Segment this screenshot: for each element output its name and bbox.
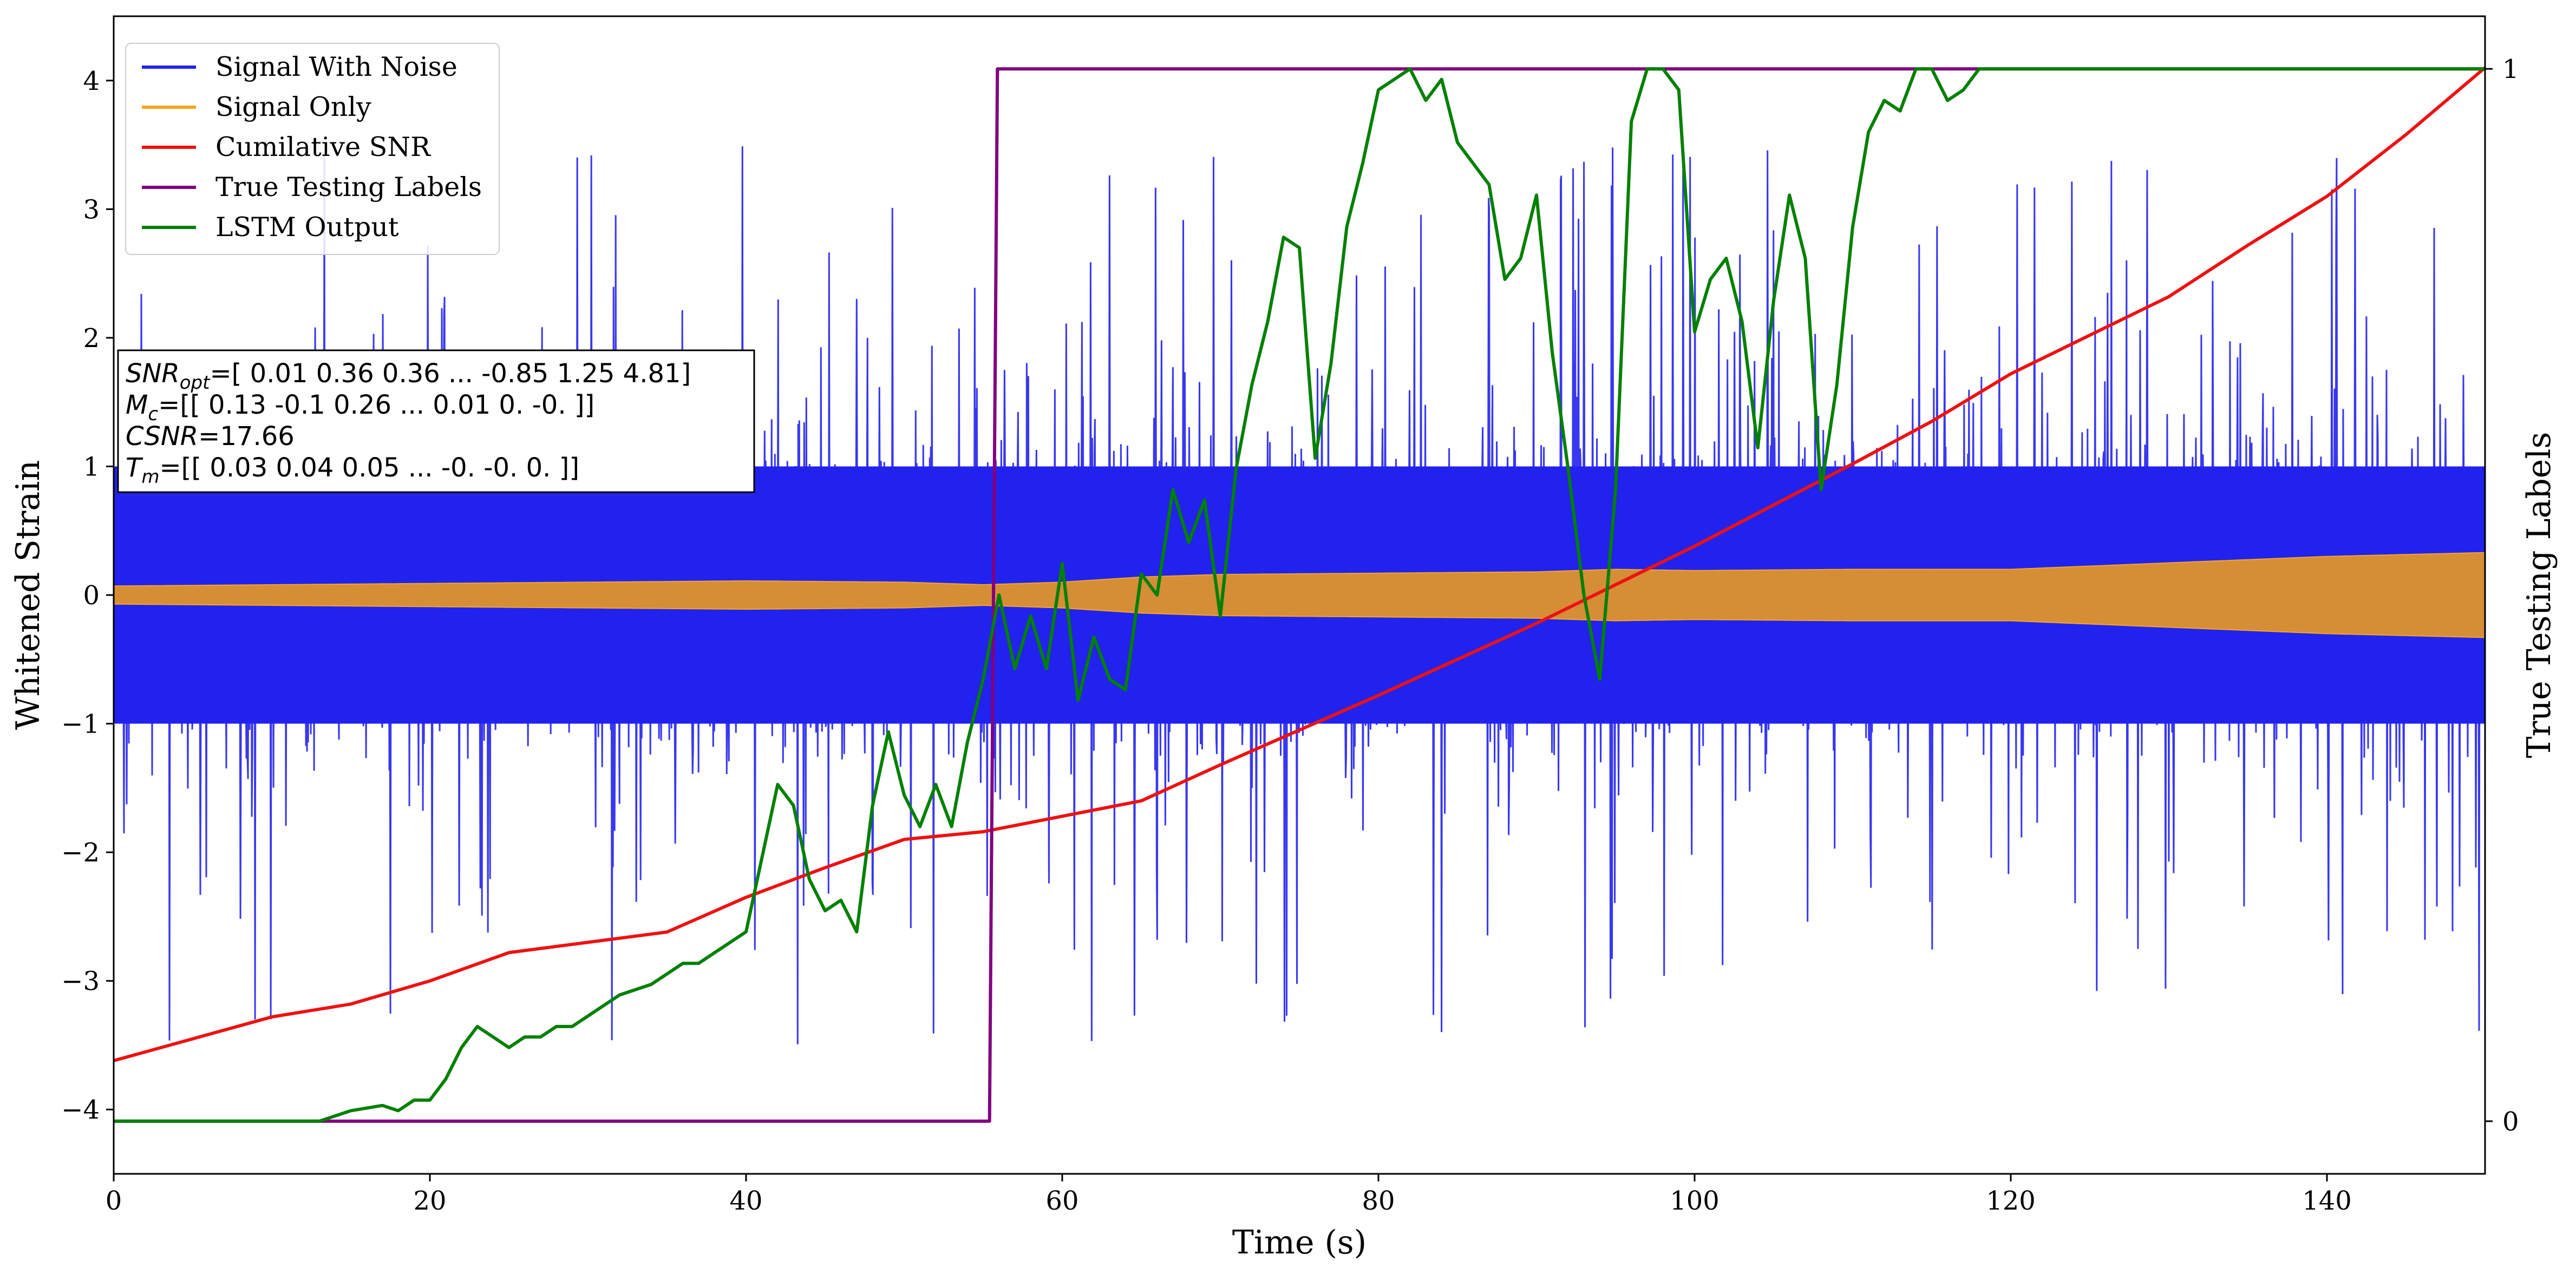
annotation-line: Mc=[[ 0.13 -0.1 0.26 ... 0.01 0. -0. ]] — [126, 390, 594, 425]
legend-item-cumilative-snr: Cumilative SNR — [142, 132, 431, 162]
x-tick-label: 60 — [1045, 1186, 1078, 1216]
legend-box — [125, 43, 500, 255]
y-tick-label: −1 — [61, 709, 100, 740]
annotation-line: CSNR=17.66 — [126, 421, 295, 452]
legend-item-signal-with-noise: Signal With Noise — [142, 51, 457, 82]
annotation-line: SNRopt=[ 0.01 0.36 0.36 ... -0.85 1.25 4… — [126, 358, 691, 394]
x-axis: 0 20 40 60 80 100 120 140 — [106, 1174, 2352, 1216]
x-tick-label: 0 — [106, 1186, 122, 1216]
series-signal-only — [114, 552, 2485, 638]
y-tick-label: 0 — [83, 580, 100, 611]
y-tick-label: 2 — [83, 323, 100, 354]
annotation-frame — [117, 349, 755, 493]
y-axis-label: Whitened Strain — [9, 460, 47, 730]
x-axis-label: Time (s) — [1232, 1224, 1367, 1262]
series-cumilative-snr — [114, 66, 2485, 1062]
y2-tick-label: 1 — [2502, 54, 2519, 84]
signal-only-envelope — [114, 552, 2485, 638]
series-true-testing-labels — [114, 67, 2485, 1123]
x-tick-label: 140 — [2302, 1186, 2352, 1216]
x-tick-label: 80 — [1362, 1186, 1395, 1216]
x-tick-label: 100 — [1670, 1186, 1719, 1216]
y-tick-label: 4 — [83, 66, 100, 96]
legend: Signal With Noise Signal Only Cumilative S… — [125, 43, 500, 255]
plot-area — [113, 15, 2486, 1175]
legend-label: LSTM Output — [215, 212, 399, 243]
legend-label: Signal Only — [215, 92, 371, 122]
legend-item-signal-only: Signal Only — [142, 92, 371, 122]
x-tick-label: 20 — [413, 1186, 446, 1216]
y-axis: −4 −3 −2 −1 0 1 2 3 4 — [61, 66, 114, 1125]
annotation-line: Tm=[[ 0.03 0.04 0.05 ... -0. -0. 0. ]] — [126, 453, 579, 488]
y2-axis-label: True Testing Labels — [2520, 432, 2558, 759]
y2-axis: 01 — [2485, 54, 2519, 1137]
y-tick-label: 1 — [83, 452, 100, 482]
y-tick-label: −4 — [61, 1095, 100, 1125]
y-tick-label: 3 — [83, 194, 100, 225]
legend-item-lstm-output: LSTM Output — [142, 212, 399, 243]
legend-label: True Testing Labels — [215, 172, 482, 202]
x-tick-label: 40 — [729, 1186, 762, 1216]
legend-item-true-testing-labels: True Testing Labels — [142, 172, 482, 202]
y-tick-label: −2 — [61, 838, 100, 868]
legend-label: Cumilative SNR — [215, 132, 431, 162]
y-tick-label: −3 — [61, 966, 100, 997]
series-lstm-output — [114, 67, 2485, 1123]
annotation-box: SNRopt=[ 0.01 0.36 0.36 ... -0.85 1.25 4… — [117, 349, 755, 493]
y2-tick-label: 0 — [2502, 1107, 2519, 1137]
legend-label: Signal With Noise — [215, 51, 457, 82]
x-tick-label: 120 — [1986, 1186, 2036, 1216]
